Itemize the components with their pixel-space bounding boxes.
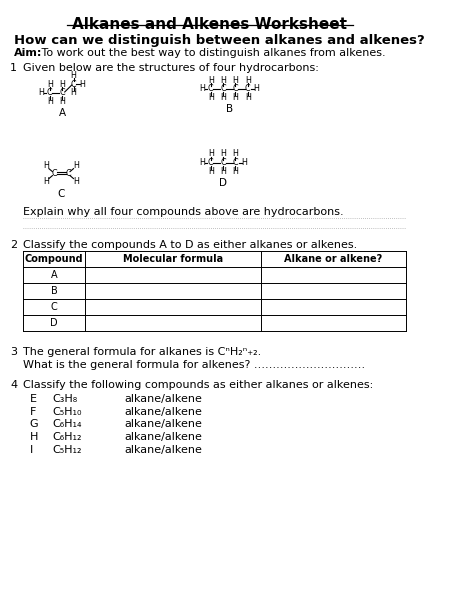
- Text: H: H: [232, 93, 238, 102]
- Text: H: H: [208, 75, 214, 85]
- Text: H: H: [220, 75, 226, 85]
- Text: To work out the best way to distinguish alkanes from alkenes.: To work out the best way to distinguish …: [38, 48, 386, 58]
- Text: H: H: [254, 85, 259, 94]
- Text: Classify the following compounds as either alkanes or alkenes:: Classify the following compounds as eith…: [23, 379, 374, 390]
- Text: H: H: [245, 75, 251, 85]
- Text: Aim:: Aim:: [14, 48, 42, 58]
- Text: H: H: [245, 93, 251, 102]
- Text: H: H: [220, 93, 226, 102]
- Text: H: H: [47, 80, 53, 88]
- Text: alkane/alkene: alkane/alkene: [125, 406, 202, 417]
- Text: alkane/alkene: alkane/alkene: [125, 446, 202, 455]
- Text: D: D: [219, 178, 227, 188]
- Text: H: H: [71, 70, 76, 80]
- Text: 2: 2: [10, 240, 18, 250]
- Text: E: E: [29, 394, 36, 403]
- Text: C: C: [59, 88, 65, 97]
- Text: H: H: [208, 93, 214, 102]
- Text: 1: 1: [10, 63, 17, 73]
- Text: C: C: [57, 189, 65, 199]
- Text: The general formula for alkanes is CⁿH₂ⁿ₊₂.: The general formula for alkanes is CⁿH₂ⁿ…: [23, 347, 262, 357]
- Text: C: C: [65, 169, 71, 178]
- Text: H: H: [220, 167, 226, 176]
- Text: H: H: [59, 80, 65, 88]
- Text: H: H: [199, 158, 205, 167]
- Text: C₅H₁₂: C₅H₁₂: [53, 446, 82, 455]
- Text: C₃H₈: C₃H₈: [53, 394, 78, 403]
- Text: H: H: [38, 88, 44, 97]
- Text: H: H: [220, 149, 226, 158]
- Text: H: H: [199, 85, 205, 94]
- Text: A: A: [58, 108, 66, 118]
- Text: C: C: [47, 88, 53, 97]
- Text: Given below are the structures of four hydrocarbons:: Given below are the structures of four h…: [23, 63, 319, 73]
- Text: C: C: [220, 85, 226, 94]
- Text: C: C: [208, 158, 214, 167]
- Text: C: C: [51, 302, 57, 312]
- Text: H: H: [29, 432, 38, 443]
- Text: H: H: [208, 149, 214, 158]
- Text: H: H: [232, 75, 238, 85]
- Text: alkane/alkene: alkane/alkene: [125, 419, 202, 430]
- Text: C₆H₁₄: C₆H₁₄: [53, 419, 82, 430]
- Text: Alkane or alkene?: Alkane or alkene?: [284, 254, 383, 264]
- Text: alkane/alkene: alkane/alkene: [125, 432, 202, 443]
- Text: B: B: [226, 104, 233, 114]
- Text: C: C: [233, 158, 238, 167]
- Text: H: H: [79, 80, 85, 88]
- Text: H: H: [208, 167, 214, 176]
- Text: C: C: [71, 80, 76, 88]
- Text: I: I: [29, 446, 33, 455]
- Text: H: H: [43, 161, 49, 170]
- Text: Explain why all four compounds above are hydrocarbons.: Explain why all four compounds above are…: [23, 207, 344, 218]
- Text: H: H: [232, 167, 238, 176]
- Text: Alkanes and Alkenes Worksheet: Alkanes and Alkenes Worksheet: [73, 17, 347, 32]
- Text: H: H: [241, 158, 247, 167]
- Text: Molecular formula: Molecular formula: [123, 254, 223, 264]
- Text: D: D: [50, 318, 58, 328]
- Text: alkane/alkene: alkane/alkene: [125, 394, 202, 403]
- Text: B: B: [51, 286, 57, 296]
- Text: A: A: [51, 270, 57, 280]
- Text: H: H: [73, 177, 79, 186]
- Text: Classify the compounds A to D as either alkanes or alkenes.: Classify the compounds A to D as either …: [23, 240, 357, 250]
- Text: Compound: Compound: [25, 254, 83, 264]
- Text: C: C: [220, 158, 226, 167]
- Text: H: H: [71, 88, 76, 97]
- Text: 3: 3: [10, 347, 17, 357]
- Text: H: H: [73, 161, 79, 170]
- Text: C: C: [51, 169, 57, 178]
- Text: C: C: [233, 85, 238, 94]
- Text: How can we distinguish between alkanes and alkenes?: How can we distinguish between alkanes a…: [14, 34, 424, 47]
- Text: C: C: [245, 85, 251, 94]
- Text: H: H: [43, 177, 49, 186]
- Text: C: C: [208, 85, 214, 94]
- Text: 4: 4: [10, 379, 18, 390]
- Text: H: H: [47, 97, 53, 107]
- Text: H: H: [232, 149, 238, 158]
- Text: C₆H₁₂: C₆H₁₂: [53, 432, 82, 443]
- Text: What is the general formula for alkenes? …………………………: What is the general formula for alkenes?…: [23, 360, 365, 370]
- Text: C₅H₁₀: C₅H₁₀: [53, 406, 82, 417]
- Text: H: H: [59, 97, 65, 107]
- Text: F: F: [29, 406, 36, 417]
- Text: G: G: [29, 419, 38, 430]
